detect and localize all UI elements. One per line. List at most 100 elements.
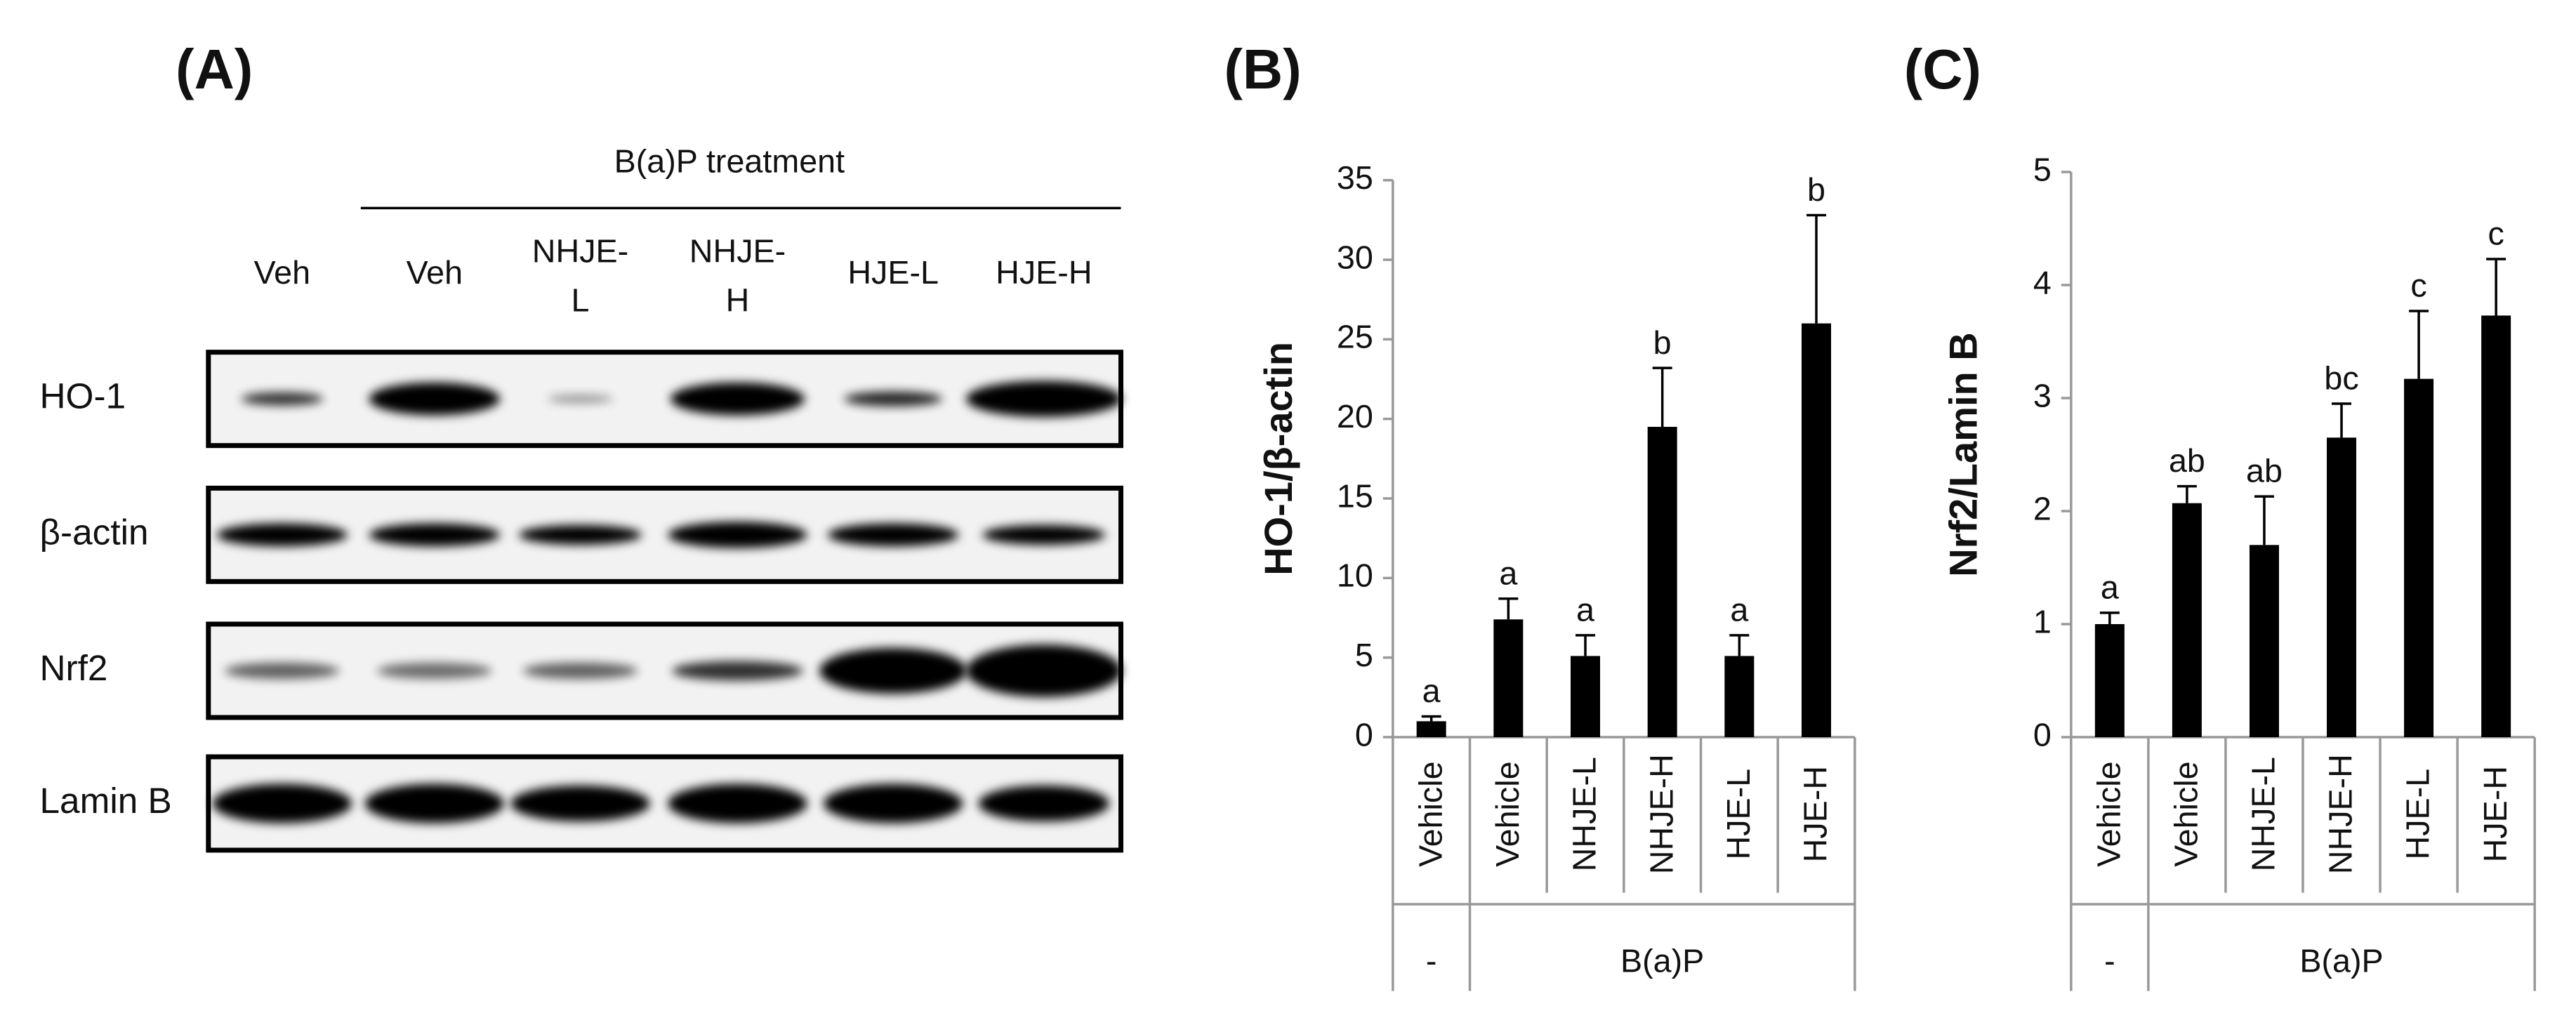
blot-band [668,522,807,548]
lane-label-line: L [572,282,590,319]
error-bar [2254,495,2274,545]
x-tick-label: HJE-H [1797,766,1834,862]
bar [1724,656,1755,737]
blot-band [978,785,1110,822]
lane-label-line: HJE-H [996,254,1092,291]
lane-label: Veh [407,254,463,291]
blot-band [377,662,492,680]
bar [2481,315,2511,738]
x-tick-label: HJE-H [2477,766,2514,862]
significance-letter: b [1653,324,1672,361]
bar [1802,323,1831,737]
x-tick-label: HJE-L [2400,769,2436,860]
lane-label-line: H [726,282,750,319]
blot-band [844,391,943,406]
blot-band [827,523,959,547]
row-label: Nrf2 [40,648,108,688]
blot-band [241,392,324,406]
error-bar [1652,366,1672,427]
blot-frame [206,754,1123,853]
significance-letter: b [1807,171,1825,208]
blot-frame [206,485,1123,584]
y-axis-label: HO-1/β-actin [1256,342,1300,576]
bar [1571,656,1600,737]
x-tick-label: Vehicle [2168,761,2205,866]
row-label: Lamin B [40,781,172,821]
y-tick-label: 20 [1337,398,1373,435]
y-tick-label: 0 [1355,716,1373,753]
y-tick-label: 2 [2033,490,2052,527]
bar [2327,437,2357,737]
blot-band [982,524,1106,545]
blot-band [225,662,340,680]
bar [1416,721,1446,737]
bar [1493,619,1524,737]
significance-letter: a [1730,592,1748,628]
y-tick-label: 30 [1337,239,1373,275]
treatment-header: B(a)P treatment [614,143,845,180]
blot-band [519,524,642,545]
y-tick-label: 0 [2033,716,2052,753]
lane-label: HJE-L [847,254,939,291]
y-tick-label: 10 [1337,557,1373,594]
blot-band [364,783,504,823]
error-bar [2099,611,2120,624]
significance-letter: a [1576,592,1594,628]
group-label: B(a)P [2299,942,2383,979]
bar [2172,503,2202,737]
panel-label: (C) [1904,38,1981,100]
significance-letter: a [1422,673,1441,709]
y-tick-label: 15 [1337,477,1373,514]
lane-label: Veh [254,254,310,291]
row-label: β-actin [40,512,149,552]
x-tick-label: NHJE-H [1643,754,1679,874]
bar [2249,545,2279,737]
significance-letter: a [1499,555,1517,591]
y-tick-label: 1 [2033,603,2052,640]
blot-band [547,395,614,403]
error-bar [1729,634,1750,656]
lane-label-line: NHJE- [532,233,628,270]
group-label: - [1426,942,1437,979]
significance-letter: ab [2246,453,2283,489]
x-tick-label: HJE-L [1720,769,1757,860]
x-tick-label: Vehicle [1412,761,1448,866]
blot-band [212,783,352,823]
lane-label: NHJE- H [689,233,786,319]
lane-label: NHJE- L [532,233,628,319]
blot-band [819,647,967,694]
lane-label-line: Veh [407,254,463,291]
blot-band [216,523,348,547]
bar [1647,427,1677,737]
x-tick-label: Vehicle [2091,761,2127,866]
error-bar [1576,634,1595,656]
blot-band [966,644,1122,697]
y-tick-label: 3 [2033,377,2052,414]
panel-label: (B) [1224,38,1302,100]
panel-label: (A) [176,38,253,100]
lane-label-line: Veh [254,254,310,291]
blot-band [824,783,963,823]
y-tick-label: 35 [1337,159,1373,196]
blot-band [672,661,803,681]
blot-band [668,783,807,823]
x-tick-label: NHJE-L [1566,757,1603,871]
error-bar [1806,213,1826,324]
group-label: B(a)P [1620,942,1704,979]
significance-letter: c [2488,216,2504,252]
blot-band [510,785,650,822]
x-tick-label: NHJE-H [2323,754,2359,874]
lane-label: HJE-H [996,254,1092,291]
y-tick-label: 25 [1337,319,1373,355]
group-label: - [2104,942,2115,979]
error-bar [2486,258,2506,316]
x-tick-label: Vehicle [1489,761,1526,866]
significance-letter: bc [2324,360,2358,397]
error-bar [2177,484,2197,503]
row-label: HO-1 [40,376,126,416]
blot-band [966,381,1122,417]
blot-band [522,662,638,680]
blot-band [369,523,501,547]
